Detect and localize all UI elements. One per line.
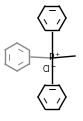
Text: +: + (54, 52, 59, 57)
Text: −: − (50, 64, 56, 68)
Text: P: P (48, 53, 54, 63)
Text: Cl: Cl (42, 65, 50, 75)
